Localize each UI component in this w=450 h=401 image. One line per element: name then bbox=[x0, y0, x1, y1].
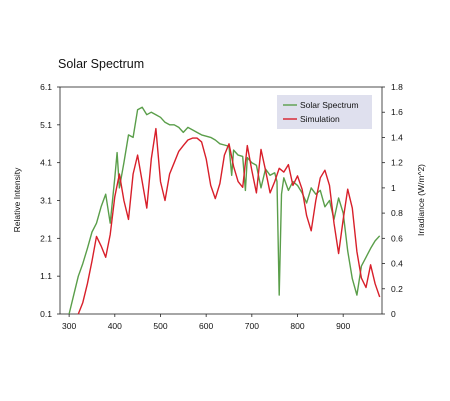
y-right-tick-label: 0.8 bbox=[391, 208, 403, 218]
y-axis-right-label: Irradiance (W/m^2) bbox=[416, 164, 426, 236]
x-tick-label: 900 bbox=[336, 321, 350, 331]
chart-title: Solar Spectrum bbox=[58, 57, 144, 71]
y-right-tick-label: 0.2 bbox=[391, 284, 403, 294]
x-tick-label: 700 bbox=[245, 321, 259, 331]
y-axis-right: 0 0.2 0.4 0.6 0.8 1 1.2 1.4 1.6 1.8 bbox=[382, 82, 403, 319]
legend-label-solar-spectrum: Solar Spectrum bbox=[300, 100, 359, 110]
y-right-tick-label: 1.4 bbox=[391, 132, 403, 142]
x-tick-label: 400 bbox=[108, 321, 122, 331]
y-left-tick-label: 1.1 bbox=[40, 271, 52, 281]
series-line-solar-spectrum bbox=[68, 106, 381, 315]
y-axis-left-label: Relative Intensity bbox=[12, 167, 22, 232]
y-right-tick-label: 0.4 bbox=[391, 259, 403, 269]
y-right-tick-label: 0.6 bbox=[391, 233, 403, 243]
legend-box bbox=[277, 95, 372, 129]
x-axis: 300 400 500 600 700 800 900 bbox=[62, 314, 351, 331]
x-tick-label: 800 bbox=[290, 321, 304, 331]
legend: Solar Spectrum Simulation bbox=[277, 95, 372, 129]
legend-label-simulation: Simulation bbox=[300, 114, 340, 124]
y-left-tick-label: 3.1 bbox=[40, 196, 52, 206]
y-left-tick-label: 2.1 bbox=[40, 233, 52, 243]
x-tick-label: 300 bbox=[62, 321, 76, 331]
y-left-tick-label: 5.1 bbox=[40, 120, 52, 130]
y-right-tick-label: 1.6 bbox=[391, 107, 403, 117]
y-right-tick-label: 1 bbox=[391, 183, 396, 193]
y-left-tick-label: 4.1 bbox=[40, 158, 52, 168]
y-right-tick-label: 0 bbox=[391, 309, 396, 319]
x-tick-label: 500 bbox=[153, 321, 167, 331]
y-left-tick-label: 0.1 bbox=[40, 309, 52, 319]
x-tick-label: 600 bbox=[199, 321, 213, 331]
y-right-tick-label: 1.2 bbox=[391, 158, 403, 168]
y-left-tick-label: 6.1 bbox=[40, 82, 52, 92]
y-right-tick-label: 1.8 bbox=[391, 82, 403, 92]
series-line-simulation bbox=[77, 127, 381, 315]
series-group bbox=[68, 106, 381, 315]
y-axis-left: 0.1 1.1 2.1 3.1 4.1 5.1 6.1 bbox=[40, 82, 60, 319]
